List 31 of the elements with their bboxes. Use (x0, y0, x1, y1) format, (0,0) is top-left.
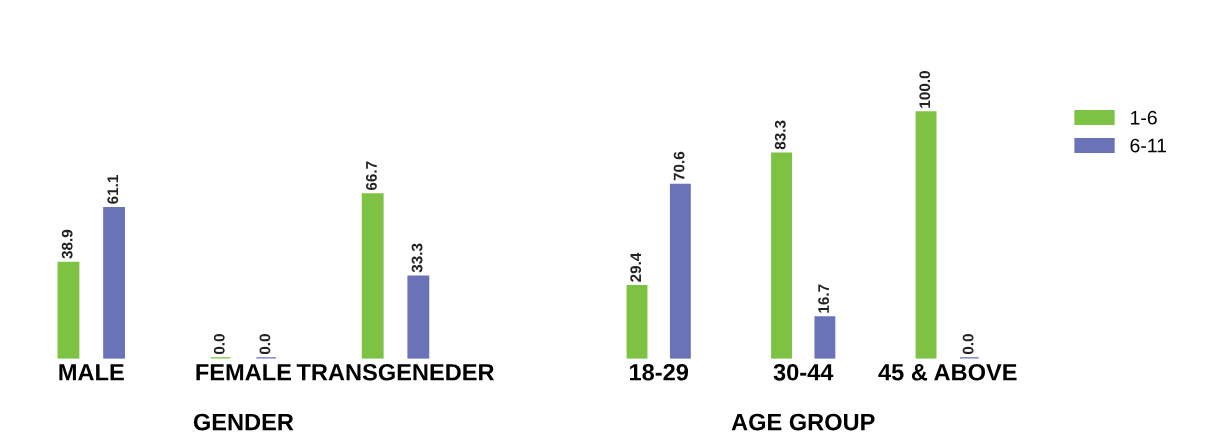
data-label: 61.1 (107, 175, 119, 204)
bar (361, 193, 384, 359)
x-tick-label: 45 & ABOVE (878, 363, 1017, 381)
bar (57, 261, 80, 359)
x-tick-label: FEMALE (196, 364, 292, 381)
data-label: 100.0 (919, 71, 931, 108)
data-label: 0.0 (259, 334, 271, 355)
x-tick-label: 30-44 (773, 363, 834, 381)
data-label: 33.3 (411, 243, 423, 273)
data-label: 16.7 (818, 284, 829, 313)
data-label: 70.6 (673, 151, 685, 181)
bar (626, 285, 648, 359)
data-label: 0.0 (962, 334, 974, 355)
x-tick-label: MALE (59, 364, 124, 381)
bar (814, 316, 836, 359)
data-label: 83.3 (774, 120, 786, 150)
bar (915, 111, 937, 359)
x-tick-label: TRANSGENEDER (296, 363, 495, 381)
bar (407, 275, 430, 359)
x-axis-title: GENDER (193, 413, 294, 431)
legend-label: 6-11 (1130, 138, 1167, 153)
legend-label: 1-6 (1131, 110, 1157, 125)
data-label: 29.4 (630, 252, 642, 282)
bar (669, 183, 691, 359)
data-label: 0.0 (213, 334, 225, 355)
x-tick-label: 18-29 (630, 363, 689, 381)
x-axis-title: AGE GROUP (731, 413, 875, 431)
data-label: 38.9 (61, 229, 73, 259)
bar (771, 152, 792, 359)
data-label: 66.7 (365, 161, 377, 191)
bar (103, 207, 126, 359)
